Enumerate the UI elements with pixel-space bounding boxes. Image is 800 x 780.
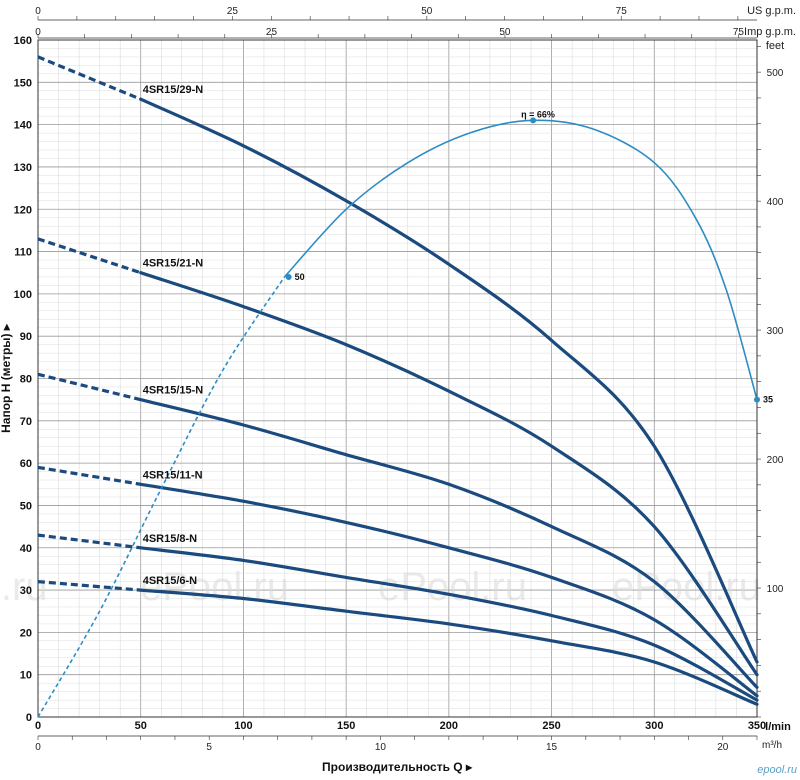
- efficiency-curve: [37, 117, 760, 718]
- imp-gpm-tick-label: 25: [266, 27, 278, 38]
- watermark-text: ePool.ru: [612, 565, 761, 609]
- us-gpm-tick-label: 0: [35, 6, 41, 17]
- x-tick-label: 300: [645, 720, 663, 732]
- y-tick-label: 70: [20, 416, 32, 428]
- m3h-tick-label: 15: [546, 742, 558, 753]
- y-tick-label: 130: [14, 162, 32, 174]
- curve-dashed-4SR15/11-N: [37, 465, 141, 486]
- curve-label-4SR15/21-N: 4SR15/21-N: [143, 258, 204, 270]
- m3h-tick-label: 0: [35, 742, 41, 753]
- y-tick-label: 150: [14, 77, 32, 89]
- efficiency-label: 35: [763, 395, 773, 405]
- y-tick-label: 60: [20, 458, 32, 470]
- us-gpm-tick-label: 25: [227, 6, 239, 17]
- m3h-tick-label: 5: [206, 742, 212, 753]
- curve-dashed-4SR15/29-N: [37, 55, 142, 101]
- curve-label-4SR15/8-N: 4SR15/8-N: [143, 533, 197, 545]
- efficiency-marker: [285, 273, 292, 280]
- grid: [37, 39, 758, 718]
- curve-4SR15/21-N: [139, 271, 759, 677]
- curve-dashed-4SR15/6-N: [37, 580, 141, 592]
- y-tick-label: 20: [20, 627, 32, 639]
- y-tick-label: 10: [20, 670, 32, 682]
- x-tick-label: 150: [337, 720, 355, 732]
- curve-4SR15/15-N: [139, 398, 759, 689]
- curve-dashed-4SR15/21-N: [37, 237, 142, 275]
- feet-label: feet: [766, 40, 784, 52]
- efficiency-label: η = 66%: [521, 109, 555, 119]
- curve-label-4SR15/29-N: 4SR15/29-N: [143, 84, 204, 96]
- m3h-tick-label: 10: [375, 742, 387, 753]
- imp-gpm-label: Imp g.p.m.: [744, 26, 796, 38]
- efficiency-label: 50: [295, 272, 305, 282]
- y-tick-label: 100: [14, 289, 32, 301]
- us-gpm-tick-label: 50: [421, 6, 433, 17]
- m3h-tick-label: 20: [717, 742, 729, 753]
- imp-gpm-tick-label: 0: [35, 27, 41, 38]
- y-tick-label: 160: [14, 35, 32, 47]
- curve-label-4SR15/6-N: 4SR15/6-N: [143, 575, 197, 587]
- pump-curves: [37, 55, 759, 706]
- y-tick-label: 0: [26, 712, 32, 724]
- curve-4SR15/29-N: [139, 97, 759, 664]
- y-tick-label: 50: [20, 500, 32, 512]
- labels: 4SR15/29-N 4SR15/21-N 4SR15/15-N 4SR15/11-N…: [143, 84, 773, 587]
- x-unit-label: l/min: [765, 721, 791, 733]
- feet-tick-label: 500: [767, 68, 784, 79]
- y-tick-label: 120: [14, 204, 32, 216]
- y-tick-label: 140: [14, 120, 32, 132]
- y-tick-label: 30: [20, 585, 32, 597]
- efficiency-line: [283, 119, 758, 400]
- feet-tick-label: 400: [767, 197, 784, 208]
- x-tick-label: 350: [748, 720, 766, 732]
- x-tick-label: 100: [234, 720, 252, 732]
- curve-4SR15/11-N: [139, 482, 759, 698]
- y-tick-label: 90: [20, 331, 32, 343]
- curve-label-4SR15/11-N: 4SR15/11-N: [143, 469, 203, 481]
- brand-text: epool.ru: [757, 764, 797, 776]
- efficiency-marker: [530, 117, 537, 124]
- y-tick-label: 110: [14, 247, 32, 259]
- curve-4SR15/6-N: [139, 588, 759, 706]
- y-tick-label: 80: [20, 374, 32, 386]
- axes: 0 25 50 75 US g.p.m.0 25 50 75 Imp g.p.m.1002003…: [0, 5, 797, 776]
- x-axis-title: Производительность Q ▸: [322, 760, 473, 774]
- imp-gpm-tick-label: 50: [499, 27, 511, 38]
- efficiency-dashed: [37, 276, 286, 718]
- feet-tick-label: 200: [767, 455, 784, 466]
- plot-frame: [37, 39, 758, 718]
- x-tick-label: 0: [35, 720, 41, 732]
- feet-tick-label: 100: [767, 584, 784, 595]
- x-tick-label: 200: [440, 720, 458, 732]
- watermark-text: l.ru: [0, 565, 48, 609]
- curve-label-4SR15/15-N: 4SR15/15-N: [143, 385, 204, 397]
- curve-dashed-4SR15/8-N: [37, 533, 141, 550]
- m3h-unit-label: m³/h: [762, 740, 782, 751]
- curve-4SR15/8-N: [139, 546, 759, 702]
- us-gpm-label: US g.p.m.: [747, 5, 796, 17]
- efficiency-marker: [754, 396, 760, 403]
- x-tick-label: 250: [542, 720, 560, 732]
- imp-gpm-tick-label: 75: [733, 27, 745, 38]
- y-tick-label: 40: [20, 543, 32, 555]
- y-axis-title: Напор H (метры) ▸: [0, 323, 13, 433]
- x-tick-label: 50: [135, 720, 147, 732]
- feet-tick-label: 300: [767, 326, 784, 337]
- us-gpm-tick-label: 75: [616, 6, 628, 17]
